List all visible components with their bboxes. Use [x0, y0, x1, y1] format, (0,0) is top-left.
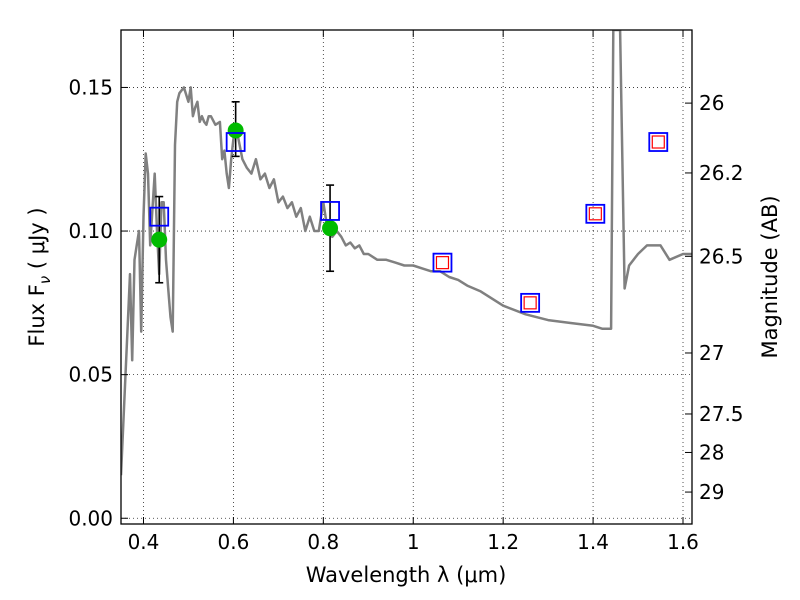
x-tick-label: 0.8: [307, 530, 339, 554]
y-axis-label-subscript: ν: [36, 276, 54, 284]
y2-tick-label: 26.2: [699, 161, 744, 185]
model-square: [320, 201, 340, 221]
model-square: [585, 203, 606, 224]
x-tick-label: 0.4: [128, 530, 160, 554]
grid: [121, 30, 692, 524]
model-square: [149, 206, 170, 227]
x-tick-label: 1.6: [667, 530, 699, 554]
axes: 0.4 0.6 0.8 1 1.2 1.4 1.6 0.00 0.05 0.10 0.15 26 26.…: [68, 30, 744, 554]
model-square-nir: [435, 256, 450, 270]
y-tick-label: 0.00: [68, 506, 113, 530]
x-tick-label: 0.6: [217, 530, 249, 554]
x-axis-label: Wavelength λ (μm): [306, 563, 507, 587]
y-axis-label: Flux Fν ( μJy ): [25, 207, 54, 346]
observed-point: [151, 231, 168, 248]
observed-point: [227, 122, 244, 139]
plot-frame: [120, 29, 693, 525]
y-tick-label: 0.05: [68, 363, 113, 387]
y2-tick-label: 27.5: [699, 402, 744, 426]
y-axis-label-unit: ( μJy ): [25, 207, 49, 275]
y-tick-label: 0.10: [68, 219, 113, 243]
y-tick-label: 0.15: [68, 75, 113, 99]
x-tick-label: 1.2: [487, 530, 519, 554]
y2-axis-label: Magnitude (AB): [758, 195, 782, 358]
model-square-nir: [523, 296, 537, 310]
y-axis-label-main: Flux F: [25, 284, 49, 346]
x-tick-label: 1: [407, 530, 420, 554]
model-square: [520, 292, 541, 313]
model-square: [225, 132, 246, 152]
spectrum-line: [121, 30, 692, 476]
marker-layer: [149, 101, 669, 313]
x-tick-label: 1.4: [577, 530, 609, 554]
observed-point: [322, 220, 339, 237]
y2-tick-label: 27: [699, 341, 724, 365]
y2-tick-label: 26: [699, 91, 724, 115]
spectrum-layer: [121, 30, 692, 476]
y2-tick-label: 29: [699, 480, 724, 504]
y2-tick-label: 26.5: [699, 244, 744, 268]
y2-tick-label: 28: [699, 440, 724, 464]
model-square-nir: [588, 207, 602, 221]
model-square: [648, 132, 669, 152]
model-square: [432, 252, 453, 273]
model-square-nir: [651, 135, 665, 149]
